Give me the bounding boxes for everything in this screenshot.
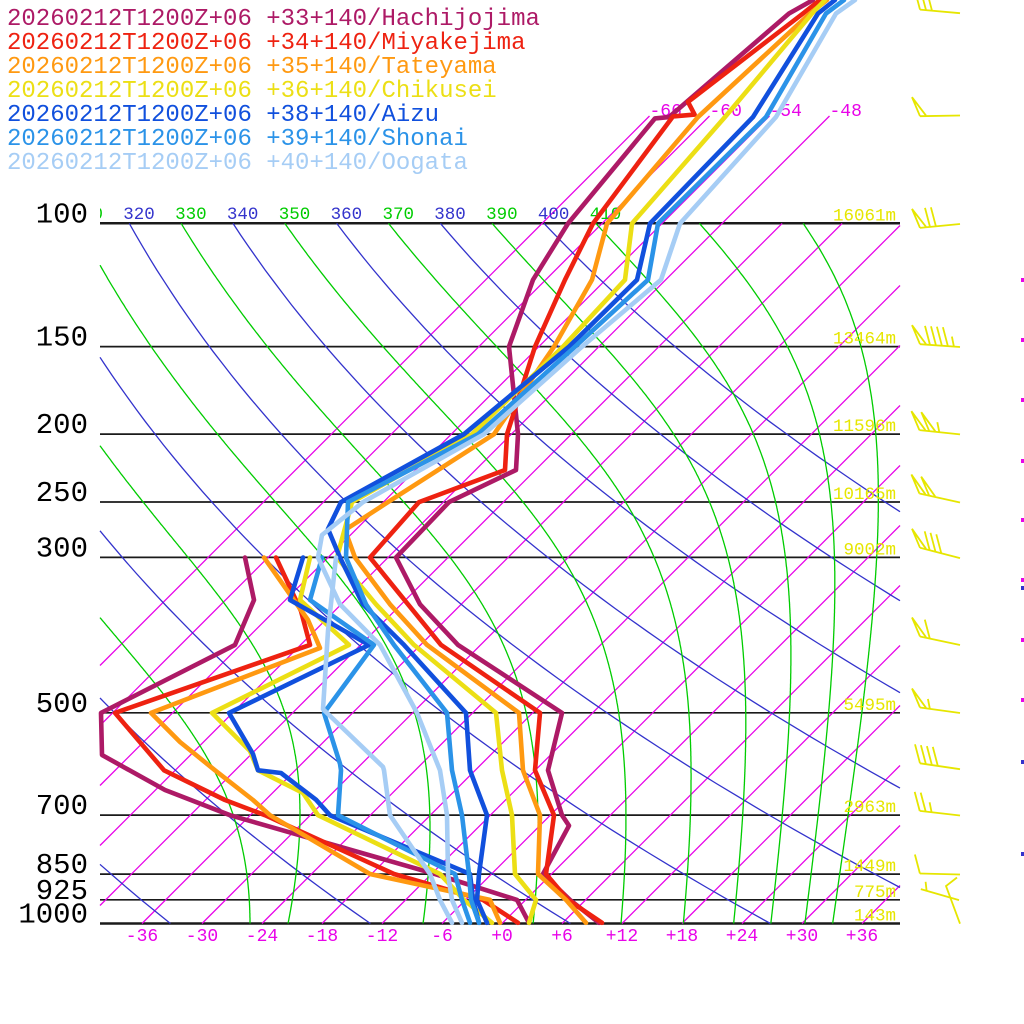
svg-text:11596m: 11596m <box>833 417 896 437</box>
svg-text:330: 330 <box>175 205 207 225</box>
svg-text:13464m: 13464m <box>833 330 896 350</box>
svg-text:370: 370 <box>383 205 415 225</box>
svg-text:2963m: 2963m <box>843 798 896 818</box>
svg-text:-30: -30 <box>186 927 218 947</box>
svg-text:390: 390 <box>486 205 518 225</box>
svg-text:10165m: 10165m <box>833 485 896 505</box>
svg-text:20260212T1200Z+06 +40+140/Ooga: 20260212T1200Z+06 +40+140/Oogata <box>7 150 468 177</box>
svg-text:340: 340 <box>227 205 259 225</box>
svg-text:380: 380 <box>434 205 466 225</box>
svg-text:+18: +18 <box>666 927 698 947</box>
svg-text:9002m: 9002m <box>843 540 896 560</box>
svg-text:+12: +12 <box>606 927 638 947</box>
svg-text:-36: -36 <box>126 927 158 947</box>
svg-text:5495m: 5495m <box>843 696 896 716</box>
svg-text:150: 150 <box>36 322 88 355</box>
svg-text:310: 310 <box>72 205 104 225</box>
svg-text:-18: -18 <box>306 927 338 947</box>
svg-text:20260212T1200Z+06 +35+140/Tate: 20260212T1200Z+06 +35+140/Tateyama <box>7 54 497 81</box>
svg-text:-6: -6 <box>431 927 453 947</box>
svg-text:143m: 143m <box>854 907 896 927</box>
svg-text:+24: +24 <box>726 927 758 947</box>
svg-text:250: 250 <box>36 477 88 510</box>
svg-text:+0: +0 <box>491 927 513 947</box>
svg-text:-24: -24 <box>246 927 278 947</box>
svg-text:320: 320 <box>123 205 155 225</box>
svg-text:200: 200 <box>36 409 88 442</box>
svg-text:700: 700 <box>36 790 88 823</box>
svg-text:500: 500 <box>36 688 88 721</box>
svg-text:+36: +36 <box>846 927 878 947</box>
svg-text:20260212T1200Z+06 +38+140/Aizu: 20260212T1200Z+06 +38+140/Aizu <box>7 102 439 129</box>
svg-text:400: 400 <box>538 205 570 225</box>
svg-text:+30: +30 <box>786 927 818 947</box>
svg-text:1449m: 1449m <box>843 857 896 877</box>
svg-text:+6: +6 <box>551 927 573 947</box>
svg-text:775m: 775m <box>854 883 896 903</box>
svg-text:20260212T1200Z+06 +33+140/Hach: 20260212T1200Z+06 +33+140/Hachijojima <box>7 6 540 33</box>
svg-text:20260212T1200Z+06 +34+140/Miya: 20260212T1200Z+06 +34+140/Miyakejima <box>7 30 525 57</box>
svg-text:850: 850 <box>36 849 88 882</box>
svg-text:20260212T1200Z+06 +39+140/Shon: 20260212T1200Z+06 +39+140/Shonai <box>7 126 468 153</box>
svg-text:-48: -48 <box>830 102 862 122</box>
svg-text:100: 100 <box>36 198 88 231</box>
svg-text:350: 350 <box>279 205 311 225</box>
svg-text:-12: -12 <box>366 927 398 947</box>
svg-text:16061m: 16061m <box>833 206 896 226</box>
svg-text:300: 300 <box>36 532 88 565</box>
svg-text:1000: 1000 <box>18 899 88 932</box>
svg-text:360: 360 <box>331 205 363 225</box>
svg-text:925: 925 <box>36 875 88 908</box>
svg-text:20260212T1200Z+06 +36+140/Chik: 20260212T1200Z+06 +36+140/Chikusei <box>7 78 497 105</box>
